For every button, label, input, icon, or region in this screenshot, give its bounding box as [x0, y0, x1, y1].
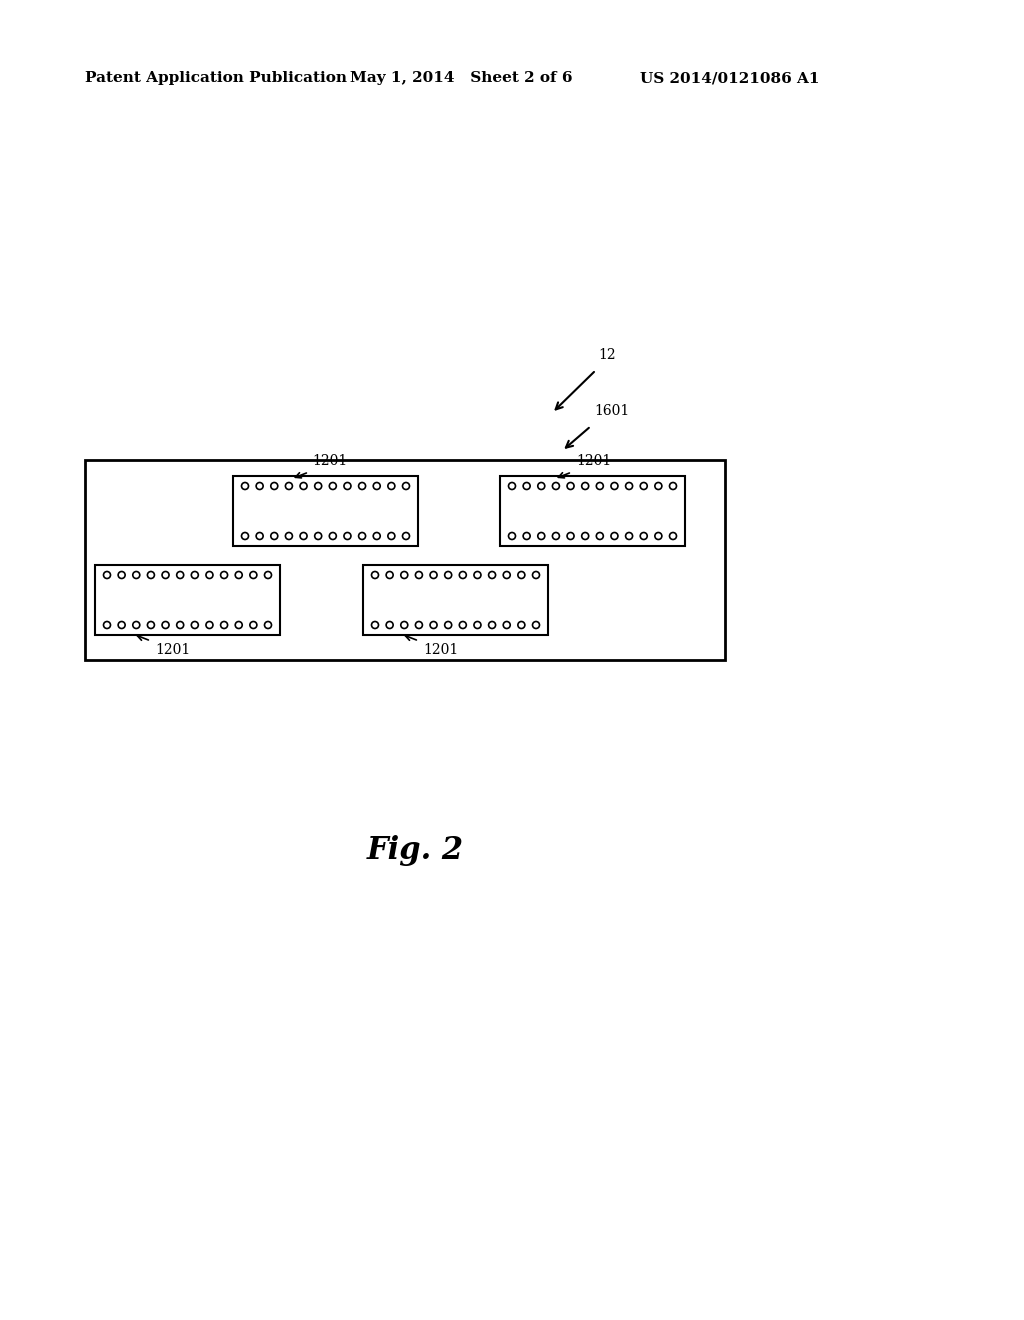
Bar: [85, 459, 725, 660]
Text: 1201: 1201: [155, 643, 190, 657]
Text: 12: 12: [598, 348, 615, 362]
Text: 1201: 1201: [312, 454, 347, 469]
Bar: [500, 477, 685, 546]
Text: US 2014/0121086 A1: US 2014/0121086 A1: [640, 71, 819, 84]
Text: Fig. 2: Fig. 2: [367, 834, 464, 866]
Bar: [233, 477, 418, 546]
Bar: [362, 565, 548, 635]
Text: 1201: 1201: [575, 454, 611, 469]
Text: May 1, 2014   Sheet 2 of 6: May 1, 2014 Sheet 2 of 6: [350, 71, 572, 84]
Bar: [95, 565, 280, 635]
Text: 1601: 1601: [594, 404, 630, 418]
Text: 1201: 1201: [423, 643, 459, 657]
Text: Patent Application Publication: Patent Application Publication: [85, 71, 347, 84]
